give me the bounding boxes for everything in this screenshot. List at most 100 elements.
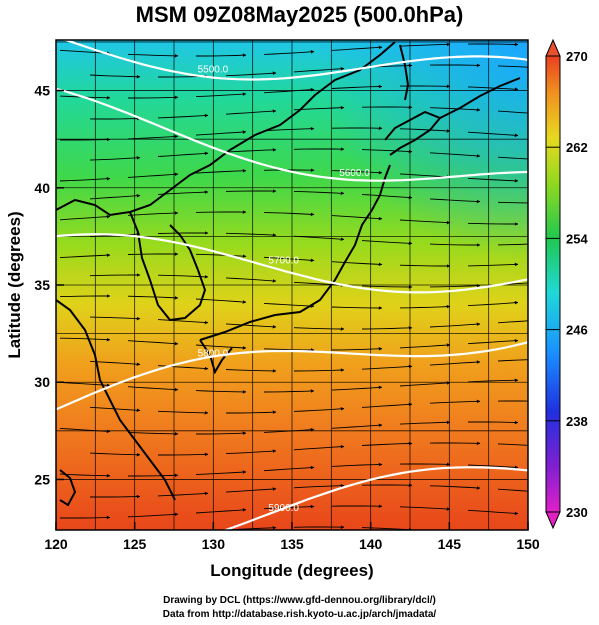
streamline [263,427,315,433]
streamline [399,128,451,133]
streamline [293,281,345,287]
streamline [497,400,528,402]
streamline [293,66,345,73]
streamline [60,515,111,520]
streamline [467,300,519,307]
streamline [331,215,383,221]
streamlines [59,42,528,530]
streamline [293,190,345,196]
streamline [157,151,209,157]
streamline [331,261,383,267]
streamline [497,443,528,446]
contour-label: 5800.0 [198,348,229,359]
coastline-taiwan [59,469,77,507]
streamline [157,410,209,415]
colorbar-top-arrow [545,38,561,57]
streamline [157,190,209,195]
streamline [263,126,315,132]
coastline-japan-kyushu [199,339,233,375]
contour-label: 5900.0 [268,503,299,514]
streamline [157,274,209,279]
streamline [157,231,209,235]
streamline [225,232,277,237]
colorbar-bottom-arrow [545,511,561,530]
streamline [399,304,451,309]
streamline [467,177,519,183]
streamline [89,452,141,457]
coastlines [56,41,521,507]
footer-credit-drawing: Drawing by DCL (https://www.gfd-dennou.o… [163,595,436,606]
streamline [128,95,179,100]
y-tick-label: 25 [34,471,50,487]
contour-label: 5600.0 [339,168,370,179]
x-tick-label: 125 [123,536,147,552]
streamline [89,156,141,161]
streamline [293,105,345,111]
streamline [195,169,247,174]
streamline [89,74,141,79]
streamline [59,253,111,259]
contour-line [56,87,528,182]
coastline-japan-honshu [199,164,391,341]
streamline [89,360,141,366]
streamline [225,369,277,373]
streamline [293,444,345,451]
streamline [225,109,277,115]
streamline [59,427,111,434]
streamline [59,176,111,182]
colorbar: 230 238 246 254 262 270 [545,38,588,530]
streamline [127,512,179,518]
streamline [89,116,141,121]
coastline-korea [129,211,207,322]
y-tick-label: 45 [34,83,50,99]
colorbar-tick-label: 238 [566,414,588,429]
streamline [331,45,383,51]
coastline-kurils [439,77,521,119]
colorbar-tick-label: 254 [566,231,588,246]
footer-credit-data: Data from http://database.rish.kyoto-u.a… [162,609,437,620]
streamline [467,338,519,345]
streamline [467,222,519,226]
streamline [195,92,247,98]
colorbar-tick-label: 246 [566,323,588,338]
streamline [204,529,209,530]
streamline [399,219,451,225]
streamline [127,172,179,178]
streamline [195,298,247,304]
streamline [497,320,528,324]
streamline [196,431,247,435]
streamline [361,441,413,446]
streamline [497,65,528,68]
streamline [127,211,179,216]
streamline [467,131,519,138]
streamline [293,368,345,372]
coastline-china-east [56,299,176,501]
streamline [429,485,481,490]
x-axis-ticks: 120 125 130 135 140 145 150 [44,522,540,552]
streamline [157,113,209,119]
streamline [89,193,141,200]
streamline [195,253,247,258]
height-contours: 5800.0 5700.0 5600.0 5500.0 5900.0 [56,40,528,530]
streamline [127,295,179,300]
streamline [497,156,528,160]
colorbar-body [545,55,561,513]
streamline [225,277,277,283]
streamline [195,390,247,394]
streamline [59,214,111,221]
map-title: MSM 09Z08May2025 (500.0hPa) [135,2,464,27]
streamline [195,130,247,136]
streamline [429,399,481,404]
streamline [497,359,528,362]
colorbar-tick-label: 270 [566,49,588,64]
streamline [331,84,383,89]
streamline [263,50,315,55]
streamline [263,302,315,308]
streamline [467,464,519,470]
contour-label: 5500.0 [198,65,229,76]
streamline [429,107,481,112]
streamline [331,385,383,391]
streamline [127,53,179,58]
y-tick-label: 40 [34,180,50,196]
